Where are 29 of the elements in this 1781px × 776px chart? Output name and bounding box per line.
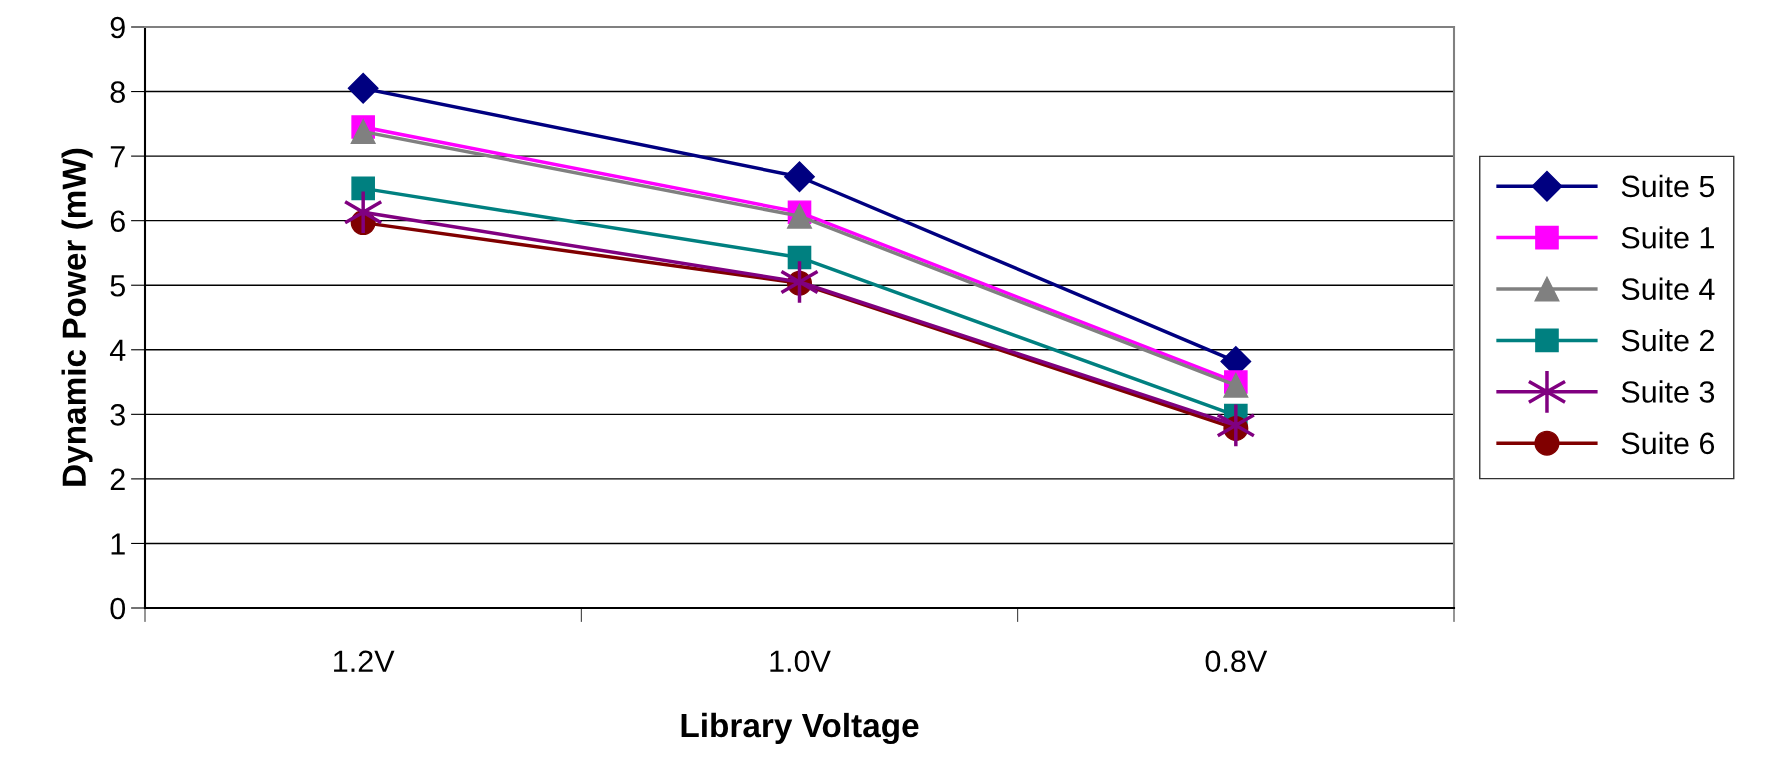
legend-label: Suite 2 bbox=[1621, 328, 1714, 352]
y-tick-label: 1 bbox=[111, 533, 125, 555]
y-tick-label: 6 bbox=[110, 210, 125, 233]
point bbox=[787, 245, 812, 270]
point bbox=[784, 161, 815, 193]
y-tick-label: 3 bbox=[110, 404, 125, 426]
y-tick-label: 5 bbox=[110, 275, 125, 297]
y-tick-label: 8 bbox=[110, 81, 125, 103]
legend-label: Suite 1 bbox=[1621, 226, 1714, 249]
legend-label: Suite 4 bbox=[1621, 277, 1715, 300]
x-tick-label: 1.0V bbox=[770, 650, 831, 673]
x-axis-title: Library Voltage bbox=[681, 712, 919, 745]
y-tick-label: 0 bbox=[110, 597, 126, 620]
point bbox=[350, 119, 376, 145]
y-tick-label: 2 bbox=[110, 468, 125, 490]
y-tick-label: 4 bbox=[109, 339, 126, 361]
x-tick-label: 0.8V bbox=[1205, 650, 1268, 673]
point bbox=[351, 176, 375, 201]
y-tick-label: 7 bbox=[110, 146, 125, 168]
legend-label: Suite 3 bbox=[1621, 380, 1715, 403]
point bbox=[1216, 402, 1256, 448]
x-tick-label: 1.2V bbox=[334, 650, 395, 672]
legend-label: Suite 5 bbox=[1621, 174, 1715, 198]
point bbox=[779, 259, 820, 305]
y-axis-title: Dynamic Power (mW) bbox=[61, 148, 93, 486]
y-tick-label: 9 bbox=[110, 16, 125, 39]
point bbox=[347, 72, 379, 104]
legend-label: Suite 6 bbox=[1621, 431, 1715, 455]
point bbox=[343, 189, 383, 235]
